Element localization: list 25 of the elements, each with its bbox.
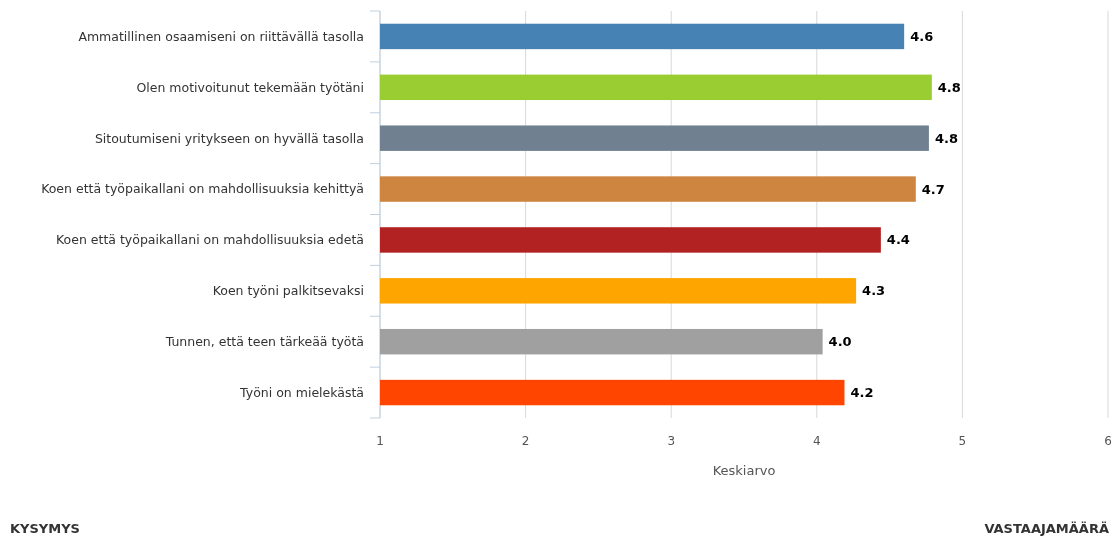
y-tick-label: Työni on mielekästä [239,384,364,400]
data-label: 4.6 [910,28,934,44]
data-label: 4.7 [921,181,945,197]
data-label: 4.0 [828,334,852,350]
x-tick-label: 3 [667,434,676,448]
x-tick-label: 6 [1104,434,1112,448]
y-tick-label: Koen työni palkitsevaksi [212,283,364,299]
data-label: 4.8 [937,79,961,95]
text: VASTAAJAMÄÄRÄ [984,521,1109,536]
x-tick-label: 2 [521,434,530,448]
y-tick-label: Tunnen, että teen tärkeää työtä [164,334,364,350]
x-axis-title: Keskiarvo [712,463,776,478]
x-tick-label: 1 [376,434,384,448]
y-tick-label: Sitoutumiseni yritykseen on hyvällä tasolla [94,130,364,146]
text: KYSYMYS [10,521,80,536]
y-tick-label: Olen motivoitunut tekemään työtäni [136,79,364,95]
x-tick-label: 5 [958,434,967,448]
y-tick-label: Koen että työpaikallani on mahdollisuuksia kehittyä [41,181,364,197]
data-label: 4.8 [934,130,958,146]
data-label: 4.4 [886,232,910,248]
data-label: 4.2 [850,385,874,401]
data-label: 4.3 [862,283,886,299]
x-tick-label: 4 [812,434,821,448]
y-tick-label: Koen että työpaikallani on mahdollisuuksia edetä [56,232,364,248]
y-tick-label: Ammatillinen osaamiseni on riittävällä tasolla [78,28,364,44]
